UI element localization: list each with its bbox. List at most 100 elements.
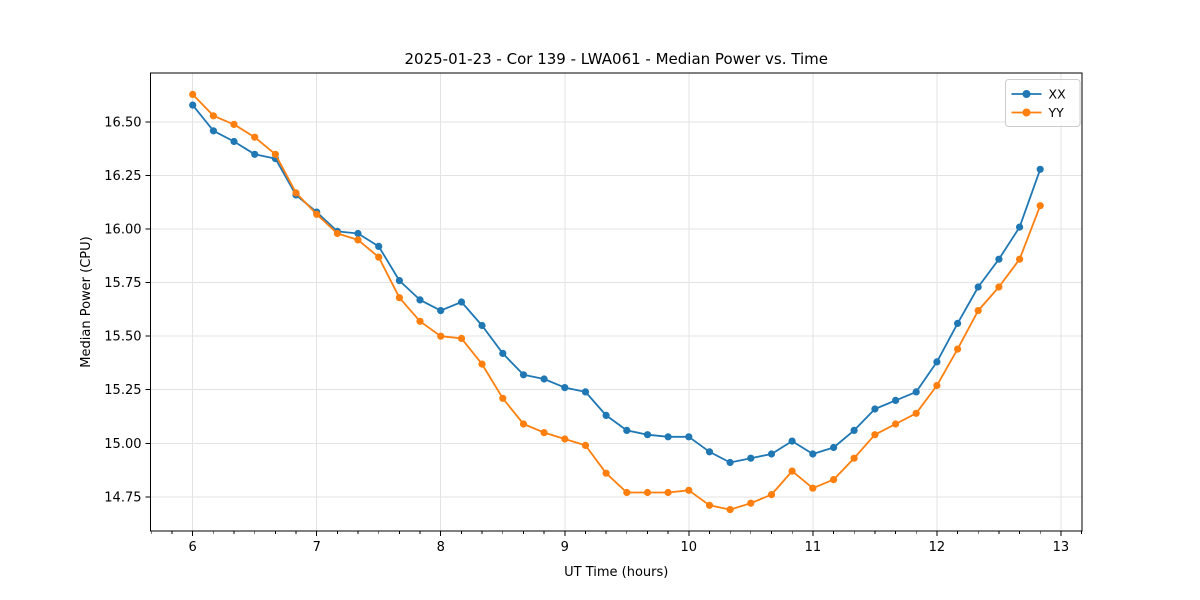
data-point-marker <box>375 242 383 250</box>
data-point-marker <box>602 411 610 419</box>
data-point-marker <box>395 277 403 285</box>
legend-marker <box>1022 90 1031 98</box>
data-point-marker <box>189 101 197 109</box>
y-tick-label: 16.00 <box>104 223 141 238</box>
data-point-marker <box>912 409 920 417</box>
data-point-marker <box>602 469 610 477</box>
data-point-marker <box>499 349 507 357</box>
data-point-marker <box>313 210 321 218</box>
data-point-marker <box>995 283 1003 291</box>
x-tick-label: 9 <box>561 540 569 555</box>
data-point-marker <box>1016 223 1024 231</box>
data-point-marker <box>954 345 962 353</box>
data-point-marker <box>933 381 941 390</box>
x-tick-label: 6 <box>189 540 197 555</box>
data-point-marker <box>251 150 259 158</box>
data-point-marker <box>623 426 631 434</box>
series-yy <box>189 90 1044 514</box>
tick-layer <box>145 121 1082 536</box>
legend-label: YY <box>1048 105 1065 120</box>
data-point-marker <box>726 458 734 467</box>
data-point-marker <box>809 484 817 492</box>
data-point-marker <box>416 296 424 304</box>
data-point-marker <box>209 112 217 120</box>
x-tick-label: 10 <box>681 540 698 555</box>
data-point-marker <box>850 454 858 462</box>
data-point-marker <box>519 420 528 428</box>
data-point-marker <box>478 360 486 368</box>
data-point-marker <box>685 433 693 441</box>
data-point-marker <box>767 491 776 499</box>
data-point-marker <box>933 358 941 366</box>
y-tick-label: 16.25 <box>104 169 141 184</box>
data-point-marker <box>540 375 548 383</box>
data-point-marker <box>457 298 466 306</box>
data-point-marker <box>664 488 672 497</box>
x-tick-label: 13 <box>1053 540 1070 555</box>
data-point-marker <box>540 429 548 437</box>
plot-border <box>150 72 1083 532</box>
data-point-marker <box>974 283 982 291</box>
data-point-marker <box>581 441 590 449</box>
data-point-marker <box>788 467 796 475</box>
data-point-marker <box>581 388 590 396</box>
legend-entry-yy: YY <box>1011 105 1065 120</box>
data-point-marker <box>271 150 279 158</box>
data-point-marker <box>561 435 569 443</box>
legend-marker <box>1022 108 1031 117</box>
data-point-marker <box>499 394 507 402</box>
data-point-marker <box>230 137 238 146</box>
data-point-marker <box>830 476 838 484</box>
data-point-marker <box>767 450 776 458</box>
data-point-marker <box>209 127 217 135</box>
data-point-marker <box>189 90 197 98</box>
data-point-marker <box>643 488 652 497</box>
data-point-marker <box>478 321 486 330</box>
data-point-marker <box>354 236 362 244</box>
data-point-marker <box>912 388 920 396</box>
data-point-marker <box>788 437 796 445</box>
y-tick-label: 15.00 <box>104 437 141 452</box>
data-point-marker <box>809 450 817 458</box>
data-point-marker <box>1016 255 1024 263</box>
data-point-marker <box>685 486 693 494</box>
data-point-marker <box>561 384 569 392</box>
data-point-marker <box>354 229 362 238</box>
data-point-marker <box>1036 202 1044 210</box>
data-point-marker <box>1036 165 1044 173</box>
data-point-marker <box>623 488 631 497</box>
data-point-marker <box>892 396 900 404</box>
grid-layer <box>150 73 1082 531</box>
data-point-marker <box>892 420 900 428</box>
legend-entry-xx: XX <box>1011 87 1066 102</box>
data-point-marker <box>437 307 445 315</box>
data-point-marker <box>519 371 528 379</box>
y-tick-label: 15.75 <box>104 276 141 291</box>
series-line-yy <box>191 93 1042 511</box>
y-tick-label: 15.50 <box>104 330 141 345</box>
data-point-marker <box>871 405 879 413</box>
x-axis-label: UT Time (hours) <box>564 565 668 580</box>
x-tick-label: 7 <box>313 540 321 555</box>
data-point-marker <box>251 133 259 141</box>
data-point-marker <box>726 506 734 514</box>
series-layer <box>189 90 1044 514</box>
data-point-marker <box>871 431 879 439</box>
series-xx <box>189 101 1044 467</box>
data-point-marker <box>333 229 341 238</box>
chart-title: 2025-01-23 - Cor 139 - LWA061 - Median P… <box>404 50 828 68</box>
y-tick-label: 16.50 <box>104 116 141 131</box>
data-point-marker <box>437 332 445 340</box>
data-point-marker <box>416 317 424 325</box>
data-point-marker <box>457 334 466 342</box>
tick-label-layer: 6 7 8 9 10 11 12 13 14.75 15.00 15.25 15.50 15.75 16.… <box>104 116 1069 555</box>
data-point-marker <box>292 189 300 197</box>
x-tick-label: 12 <box>929 540 946 555</box>
data-point-marker <box>747 499 755 507</box>
data-point-marker <box>230 120 238 128</box>
x-tick-label: 8 <box>437 540 445 555</box>
data-point-marker <box>375 253 383 261</box>
data-point-marker <box>643 431 652 439</box>
